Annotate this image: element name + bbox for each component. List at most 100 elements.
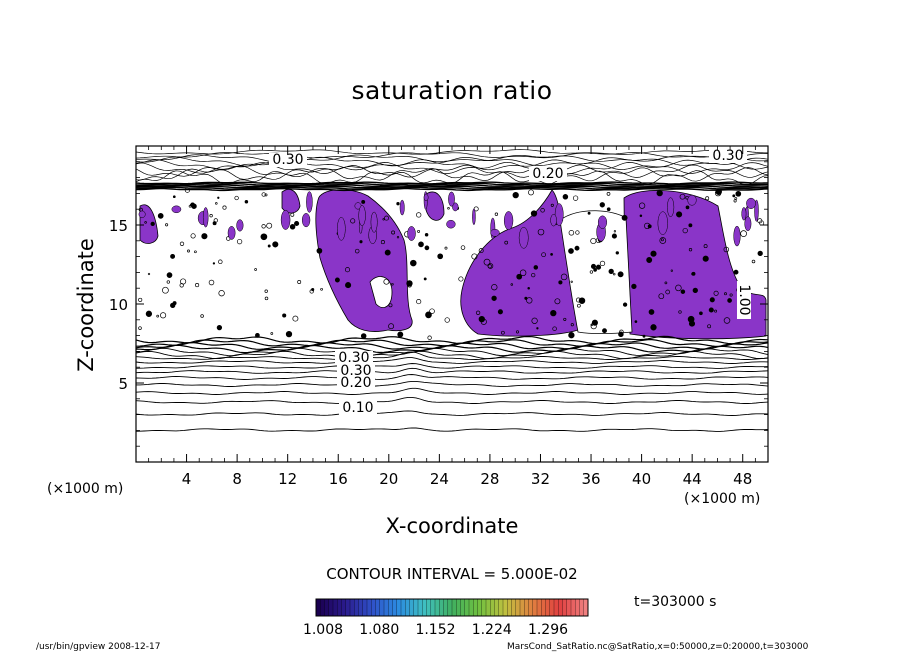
contour-speckle [735,190,742,197]
colorbar-cell [554,599,559,616]
supersaturated-streak [490,228,500,237]
contour-speckle [648,309,655,315]
x-tick-label: 20 [379,470,398,488]
contour-speckle [391,282,394,286]
contour-speckle [650,324,657,331]
y-tick-label: 5 [118,375,128,393]
lower-contour-line [136,410,768,416]
contour-speckle [541,252,546,258]
contour-speckle [638,202,646,209]
contour-speckle [568,332,575,339]
contour-label-bg [335,351,373,365]
contour-speckle [190,233,196,239]
contour-speckle [218,259,223,265]
colorbar-cell [571,599,576,616]
contour-speckle [334,277,340,283]
contour-speckle [388,303,393,308]
upper-contour-line [136,167,768,182]
contour-speckle [702,255,709,262]
contour-speckle [187,249,190,253]
contour-speckle [685,205,690,210]
colorbar-tick-label: 1.224 [471,622,512,638]
colorbar-cell [515,599,521,616]
contour-speckle [212,262,216,265]
lower-contour-line [136,367,768,374]
colorbar-cell [473,599,478,616]
lower-contour-line [136,335,768,345]
colorbar-cell [409,599,415,616]
contour-speckle [361,199,366,204]
contour-speckle [660,238,664,242]
supersaturated-streak [446,219,456,229]
colorbar-cell [532,599,538,616]
supersaturated-streak [423,193,429,202]
contour-speckle [217,196,220,199]
contour-speckle [550,309,557,317]
contour-speckle [703,244,708,249]
contour-speckle [418,241,424,248]
contour-speckle [383,278,390,285]
x-axis-label: X-coordinate [385,514,519,538]
lower-contour-line [136,351,768,360]
contour-label: 0.20 [532,166,563,182]
dense-contour-band [136,185,768,189]
contour-speckle [172,301,177,306]
colorbar-cell [507,599,512,616]
contour-speckle [615,251,619,255]
y-tick-label: 15 [109,217,128,235]
contour-speckle [519,269,527,277]
contour-speckle [528,189,534,196]
supersaturated-streak [550,214,557,227]
supersaturated-streak [746,197,756,209]
contour-speckle [144,221,147,224]
contour-speckle [526,297,533,304]
colorbar-cell [401,599,406,616]
contour-speckle [599,202,605,208]
contour-speckle [384,249,391,256]
contour-speckle [650,250,657,257]
contour-speckle [138,326,142,330]
colorbar-cell [486,599,491,616]
contour-speckle [656,189,663,197]
contour-speckle [190,202,195,207]
contour-speckle [729,293,733,297]
contour-speckle [261,224,266,229]
contour-speckle [570,280,573,283]
contour-speckle [678,310,682,314]
supersaturated-streak [687,194,697,206]
colorbar-cell [469,599,474,616]
supersaturated-streak [597,215,608,229]
contour-speckle [354,248,360,254]
contour-speckle [292,315,299,322]
colorbar-cell [477,599,483,616]
contour-speckle [550,203,554,207]
contour-speckle [388,323,395,330]
contour-speckle [406,280,413,287]
colorbar-cell [328,599,334,616]
contour-speckle [724,292,727,296]
colorbar-cell [447,599,453,616]
colorbar-cell [583,599,589,616]
contour-speckle [501,330,505,335]
contour-speckle [751,259,756,264]
contour-speckle [558,280,563,285]
contour-speckle [727,298,732,303]
contour-speckle [612,272,616,276]
colorbar-cell [392,599,398,616]
y-tick-label: 10 [109,296,128,314]
dense-contour-band [136,187,768,192]
x-tick-label: 24 [430,470,449,488]
contour-speckle [345,282,352,289]
contour-speckle [631,283,637,290]
colorbar-cell [379,599,385,616]
supersaturated-region-4 [281,189,301,214]
contour-speckle [236,238,243,245]
contour-speckle [423,277,427,281]
contour-speckle [531,317,538,324]
supersaturated-streak [657,211,668,235]
colorbar-cell [566,599,572,616]
lower-contour-line [136,396,768,404]
contour-speckle [272,241,279,248]
contour-speckle [424,245,430,251]
